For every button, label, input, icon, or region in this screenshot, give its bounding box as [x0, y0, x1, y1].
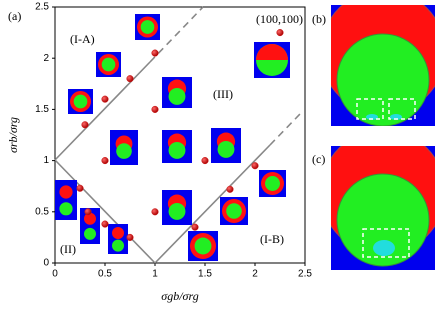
x-tick-label: 2.5 [298, 269, 312, 280]
inset [162, 77, 192, 108]
data-point [81, 121, 89, 129]
inset [96, 52, 121, 77]
drop [84, 212, 96, 225]
data-point [101, 157, 109, 165]
inset [110, 130, 138, 165]
inset [80, 208, 100, 244]
drop [226, 203, 242, 219]
y-tick-label: 0.5 [35, 206, 49, 217]
y-tick-label: 1 [43, 155, 49, 166]
inset [162, 130, 192, 163]
plot-frame [54, 6, 306, 264]
data-point [126, 233, 134, 241]
x-tick-label: 0.5 [98, 269, 112, 280]
y-axis-label: σrb/σrg [6, 117, 20, 153]
inset [55, 180, 77, 220]
drop [84, 227, 96, 240]
inset [108, 224, 128, 254]
inset [211, 128, 241, 163]
panel-label: (a) [8, 9, 21, 23]
panel-c [331, 146, 435, 270]
inset [162, 190, 192, 225]
region-label: (II) [60, 242, 76, 256]
drop [168, 202, 186, 220]
x-tick-label: 1.5 [198, 269, 212, 280]
x-tick-label: 0 [52, 269, 58, 280]
inset [254, 42, 290, 78]
panel-b [331, 5, 435, 126]
y-tick-label: 2 [43, 53, 49, 64]
x-tick-label: 2 [252, 269, 258, 280]
y-tick-label: 1.5 [35, 104, 49, 115]
inset [188, 231, 218, 261]
data-point [101, 95, 109, 103]
inset [220, 197, 248, 225]
data-point [201, 157, 209, 165]
x-tick-label: 1 [152, 269, 158, 280]
drop [217, 140, 235, 158]
drop [112, 227, 124, 239]
data-point [276, 29, 284, 37]
drop [116, 143, 132, 159]
drop [194, 237, 212, 255]
phase-boundaries [54, 6, 301, 264]
x-axis-label: σgb/σrg [161, 289, 198, 303]
data-point [151, 208, 159, 216]
drop [168, 141, 186, 159]
inset [259, 170, 286, 197]
region-label: (100,100) [256, 12, 303, 26]
region-label: (III) [213, 87, 233, 101]
drop [59, 185, 73, 199]
insets [55, 14, 290, 261]
inset [68, 89, 93, 114]
drop [73, 94, 88, 109]
plot-area [54, 6, 306, 264]
data-point [76, 184, 84, 192]
data-point [226, 185, 234, 193]
drop [112, 239, 124, 252]
drop [59, 202, 73, 216]
region-label: (I-B) [260, 232, 284, 246]
data-point [101, 220, 109, 228]
data-point [151, 105, 159, 113]
y-tick-label: 0 [43, 258, 49, 269]
inset [135, 14, 160, 40]
data-point [126, 75, 134, 83]
drop [256, 44, 288, 60]
data-point [84, 208, 92, 216]
drop [140, 20, 155, 34]
data-point [251, 162, 259, 170]
data-point [151, 49, 159, 57]
region-label: (I-A) [70, 32, 95, 46]
drop [101, 57, 116, 72]
panel-label: (c) [312, 152, 325, 166]
drop [168, 87, 186, 105]
y-tick-label: 2.5 [35, 2, 49, 13]
data-point [191, 223, 199, 231]
panel-label: (b) [312, 12, 326, 26]
drop [265, 176, 280, 191]
